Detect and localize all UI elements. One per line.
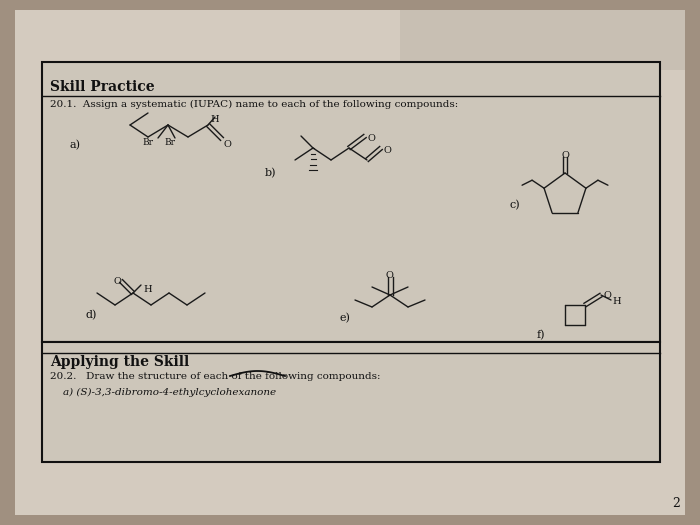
Text: e): e) [340, 313, 351, 323]
Text: O: O [113, 277, 121, 286]
Text: O: O [386, 271, 394, 280]
Text: Skill Practice: Skill Practice [50, 80, 155, 94]
Text: H: H [210, 115, 218, 124]
Text: 20.1.  Assign a systematic (IUPAC) name to each of the following compounds:: 20.1. Assign a systematic (IUPAC) name t… [50, 100, 459, 109]
Text: O: O [367, 134, 375, 143]
Text: O: O [603, 291, 611, 300]
Text: c): c) [510, 200, 521, 211]
Text: Br: Br [142, 138, 153, 147]
Text: H: H [612, 297, 621, 306]
Text: O: O [561, 151, 569, 160]
Text: a) (S)-3,3-dibromo-4-ethylcyclohexanone: a) (S)-3,3-dibromo-4-ethylcyclohexanone [50, 388, 276, 397]
Bar [400, 10, 685, 70]
Text: 20.2.   Draw the structure of each of the following compounds:: 20.2. Draw the structure of each of the … [50, 372, 381, 381]
Bar [42, 342, 660, 462]
Text: Applying the Skill: Applying the Skill [50, 355, 189, 369]
Text: O: O [383, 146, 391, 155]
Text: b): b) [265, 168, 276, 178]
Text: H: H [143, 285, 152, 294]
Text: Br: Br [164, 138, 175, 147]
Text: 2: 2 [672, 497, 680, 510]
Text: a): a) [70, 140, 81, 150]
Text: f): f) [537, 330, 545, 340]
Text: O: O [224, 140, 232, 149]
Bar [42, 62, 660, 342]
Text: d): d) [85, 310, 97, 320]
